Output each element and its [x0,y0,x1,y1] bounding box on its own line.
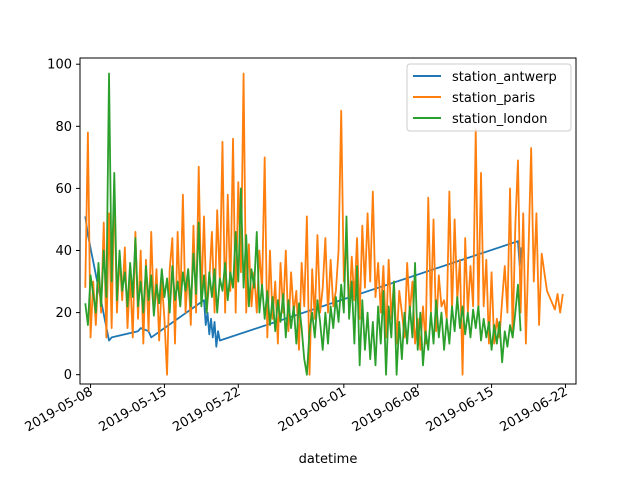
y-tick-label: 0 [64,368,72,383]
legend-label-antwerp: station_antwerp [452,70,557,85]
legend-frame [406,63,572,132]
y-tick-label: 20 [55,306,72,321]
plot-area-frame [79,57,577,385]
legend-label-paris: station_paris [452,91,535,106]
y-tick-label: 40 [55,244,72,259]
legend-label-london: station_london [452,112,548,127]
series-line-station-paris [84,72,564,376]
legend: station_antwerp station_paris station_lo… [406,63,572,132]
series-line-station-london [84,72,522,376]
y-tick-label: 100 [47,58,72,73]
y-tick-label: 60 [55,182,72,197]
y-tick-label: 80 [55,120,72,135]
series-layer [84,72,564,376]
x-axis-label: datetime [299,452,358,467]
y-axis: 0 20 40 60 80 100 [47,58,80,383]
